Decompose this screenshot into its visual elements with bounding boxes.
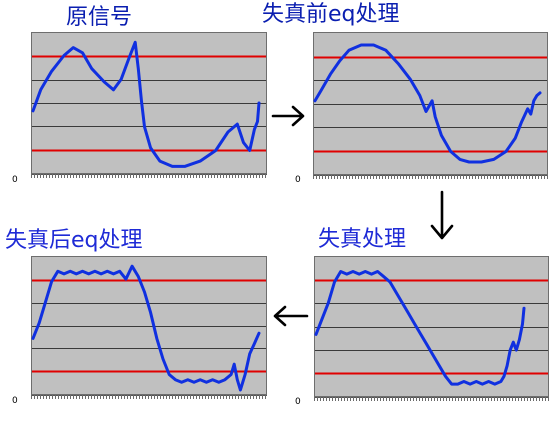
- plot-post-eq: [31, 256, 267, 395]
- plot-svg: [313, 43, 547, 164]
- tick-strip-pre-eq: [313, 175, 548, 179]
- plot-svg: [314, 270, 548, 386]
- plot-original: [31, 32, 267, 174]
- tick-strip-original: [31, 174, 267, 178]
- zero-label-distortion: 0: [295, 397, 301, 407]
- tick-strip-post-eq: [31, 395, 267, 399]
- plot-distortion: [314, 256, 549, 397]
- waveform-line: [314, 270, 526, 386]
- arrow-right-icon: [271, 105, 305, 127]
- zero-label-pre-eq: 0: [295, 175, 301, 185]
- panel-title-post-eq: 失真后eq处理: [5, 228, 143, 253]
- zero-label-post-eq: 0: [12, 396, 18, 406]
- arrow-down-icon: [430, 190, 454, 240]
- waveform-line: [31, 40, 261, 168]
- plot-svg: [31, 40, 266, 168]
- waveform-line: [313, 43, 542, 164]
- panel-title-distortion: 失真处理: [318, 227, 407, 252]
- plot-pre-eq: [313, 32, 548, 175]
- plot-svg: [31, 264, 266, 392]
- panel-title-pre-eq: 失真前eq处理: [262, 2, 400, 27]
- zero-label-original: 0: [12, 175, 18, 185]
- panel-title-original: 原信号: [66, 5, 133, 30]
- tick-strip-distortion: [314, 397, 549, 401]
- waveform-line: [31, 264, 261, 392]
- arrow-left-icon: [273, 305, 309, 327]
